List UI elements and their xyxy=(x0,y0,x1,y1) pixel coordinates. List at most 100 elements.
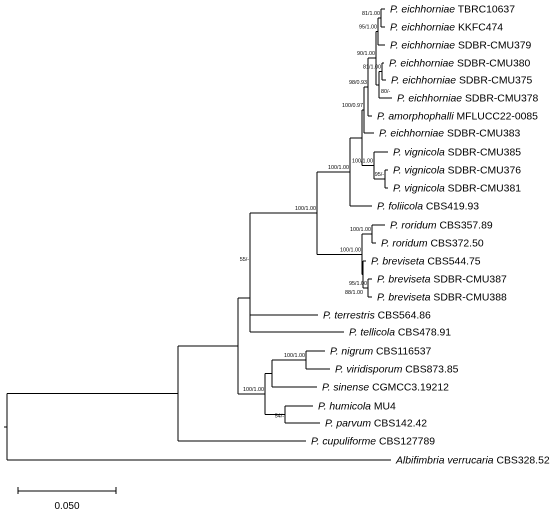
taxon-strain: SDBR-CMU379 xyxy=(455,41,531,52)
taxon-label-t13: P. roridum CBS357.89 xyxy=(390,221,493,232)
taxon-species-name: P. viridisporum xyxy=(335,365,403,376)
taxon-label-t5: P. eichhorniae SDBR-CMU375 xyxy=(391,76,533,87)
taxon-label-t21: P. viridisporum CBS873.85 xyxy=(335,365,459,376)
taxon-label-t19: P. tellicola CBS478.91 xyxy=(349,328,451,339)
support-value: 88/1.00 xyxy=(345,290,363,296)
taxon-label-t15: P. breviseta CBS544.75 xyxy=(371,257,481,268)
taxon-species-name: P. breviseta xyxy=(377,293,431,304)
taxon-strain: CBS564.86 xyxy=(375,311,431,322)
taxon-strain: CBS873.85 xyxy=(402,365,458,376)
taxon-label-t14: P. roridum CBS372.50 xyxy=(381,239,484,250)
support-values: 81/1.00 95/1.00 81/1.00 80/- 90/1.00 98/0.93 1… xyxy=(240,11,391,420)
taxon-species-name: P. vignicola xyxy=(393,184,445,195)
taxon-strain: CBS544.75 xyxy=(425,257,481,268)
taxon-species-name: P. eichhorniae xyxy=(390,5,455,16)
support-value: 100/1.00 xyxy=(284,353,305,359)
taxon-label-t10: P. vignicola SDBR-CMU376 xyxy=(393,166,521,177)
taxon-strain: CBS127789 xyxy=(376,437,435,448)
taxon-species-name: P. eichhorniae xyxy=(389,59,454,70)
support-value: 95/- xyxy=(375,172,384,178)
support-value: 98/0.93 xyxy=(349,80,367,86)
support-value: 100/1.00 xyxy=(328,165,349,171)
taxon-species-name: Albifimbria verrucaria xyxy=(395,456,494,467)
taxon-species-name: P. sinense xyxy=(322,383,369,394)
support-value: 100/1.00 xyxy=(340,247,361,253)
support-value: 81/1.00 xyxy=(362,11,380,17)
taxon-species-name: P. breviseta xyxy=(371,257,425,268)
taxon-strain: SDBR-CMU388 xyxy=(431,293,507,304)
taxon-strain: CBS328.52 xyxy=(494,456,550,467)
support-value: 100/0.97 xyxy=(342,103,363,109)
support-value: 95/1.00 xyxy=(359,25,377,31)
taxon-strain: CGMCC3.19212 xyxy=(369,383,449,394)
taxon-label-t1: P. eichhorniae TBRC10637 xyxy=(390,5,515,16)
taxon-species-name: P. foliicola xyxy=(377,202,423,213)
taxon-strain: CBS372.50 xyxy=(428,239,484,250)
support-value: 100/1.00 xyxy=(350,227,371,233)
taxon-strain: SDBR-CMU380 xyxy=(454,59,530,70)
support-value: 81/1.00 xyxy=(363,65,381,71)
taxon-label-t9: P. vignicola SDBR-CMU385 xyxy=(393,148,521,159)
taxon-species-name: P. eichhorniae xyxy=(390,41,455,52)
scale-bar: 0.050 xyxy=(17,487,117,510)
taxon-species-name: P. breviseta xyxy=(377,275,431,286)
taxon-species-name: P. terrestris xyxy=(323,311,375,322)
taxon-strain: CBS419.93 xyxy=(423,202,479,213)
taxon-strain: MU4 xyxy=(371,402,396,413)
taxon-species-name: P. parvum xyxy=(325,419,371,430)
scale-bar-label: 0.050 xyxy=(54,501,79,510)
taxon-strain: CBS478.91 xyxy=(395,328,451,339)
taxon-species-name: P. roridum xyxy=(390,221,437,232)
support-value: 90/1.00 xyxy=(357,51,375,57)
taxon-label-t6: P. eichhorniae SDBR-CMU378 xyxy=(397,94,539,105)
taxon-label-t3: P. eichhorniae SDBR-CMU379 xyxy=(390,41,532,52)
taxon-species-name: P. eichhorniae xyxy=(391,76,456,87)
taxon-strain: KKFC474 xyxy=(455,23,503,34)
support-value: 80/- xyxy=(381,89,390,95)
taxon-label-t4: P. eichhorniae SDBR-CMU380 xyxy=(389,59,531,70)
support-value: 100/1.00 xyxy=(243,387,264,393)
taxon-species-name: P. tellicola xyxy=(349,328,395,339)
taxon-label-t25: P. cupuliforme CBS127789 xyxy=(311,437,435,448)
taxon-strain: SDBR-CMU383 xyxy=(444,129,520,140)
support-value: 95/1.00 xyxy=(349,281,367,287)
taxon-strain: SDBR-CMU376 xyxy=(445,166,521,177)
taxon-strain: SDBR-CMU378 xyxy=(462,94,538,105)
support-value: 100/1.00 xyxy=(352,159,373,165)
taxon-species-name: P. amorphophalli xyxy=(377,112,454,123)
taxon-label-t22: P. sinense CGMCC3.19212 xyxy=(322,383,449,394)
taxon-strain: MFLUCC22-0085 xyxy=(454,112,539,123)
taxon-species-name: P. eichhorniae xyxy=(390,23,455,34)
taxon-label-t26: Albifimbria verrucaria CBS328.52 xyxy=(395,456,550,467)
taxon-label-t18: P. terrestris CBS564.86 xyxy=(323,311,431,322)
taxon-label-t12: P. foliicola CBS419.93 xyxy=(377,202,479,213)
taxon-label-t17: P. breviseta SDBR-CMU388 xyxy=(377,293,507,304)
taxon-label-t8: P. eichhorniae SDBR-CMU383 xyxy=(379,129,521,140)
support-value: 100/1.00 xyxy=(295,206,316,212)
taxon-label-t7: P. amorphophalli MFLUCC22-0085 xyxy=(377,112,538,123)
tree-branches xyxy=(4,8,392,461)
taxon-label-t24: P. parvum CBS142.42 xyxy=(325,419,427,430)
taxon-strain: CBS142.42 xyxy=(371,419,427,430)
taxon-species-name: P. humicola xyxy=(318,402,371,413)
taxon-species-name: P. eichhorniae xyxy=(397,94,462,105)
taxon-label-t16: P. breviseta SDBR-CMU387 xyxy=(377,275,507,286)
taxon-strain: CBS116537 xyxy=(373,347,431,358)
taxon-strain: TBRC10637 xyxy=(455,5,515,16)
taxon-label-t11: P. vignicola SDBR-CMU381 xyxy=(393,184,521,195)
taxon-species-name: P. vignicola xyxy=(393,148,445,159)
taxon-species-name: P. vignicola xyxy=(393,166,445,177)
taxon-species-name: P. nigrum xyxy=(330,347,373,358)
taxon-strain: SDBR-CMU381 xyxy=(445,184,521,195)
taxon-strain: SDBR-CMU385 xyxy=(445,148,521,159)
taxon-label-t20: P. nigrum CBS116537 xyxy=(330,347,431,358)
taxon-species-name: P. eichhorniae xyxy=(379,129,444,140)
support-value: 55/- xyxy=(240,257,249,263)
taxon-species-name: P. cupuliforme xyxy=(311,437,376,448)
taxon-label-t23: P. humicola MU4 xyxy=(318,402,396,413)
taxon-strain: CBS357.89 xyxy=(437,221,493,232)
taxon-strain: SDBR-CMU375 xyxy=(456,76,532,87)
support-value: 54/- xyxy=(275,414,284,420)
